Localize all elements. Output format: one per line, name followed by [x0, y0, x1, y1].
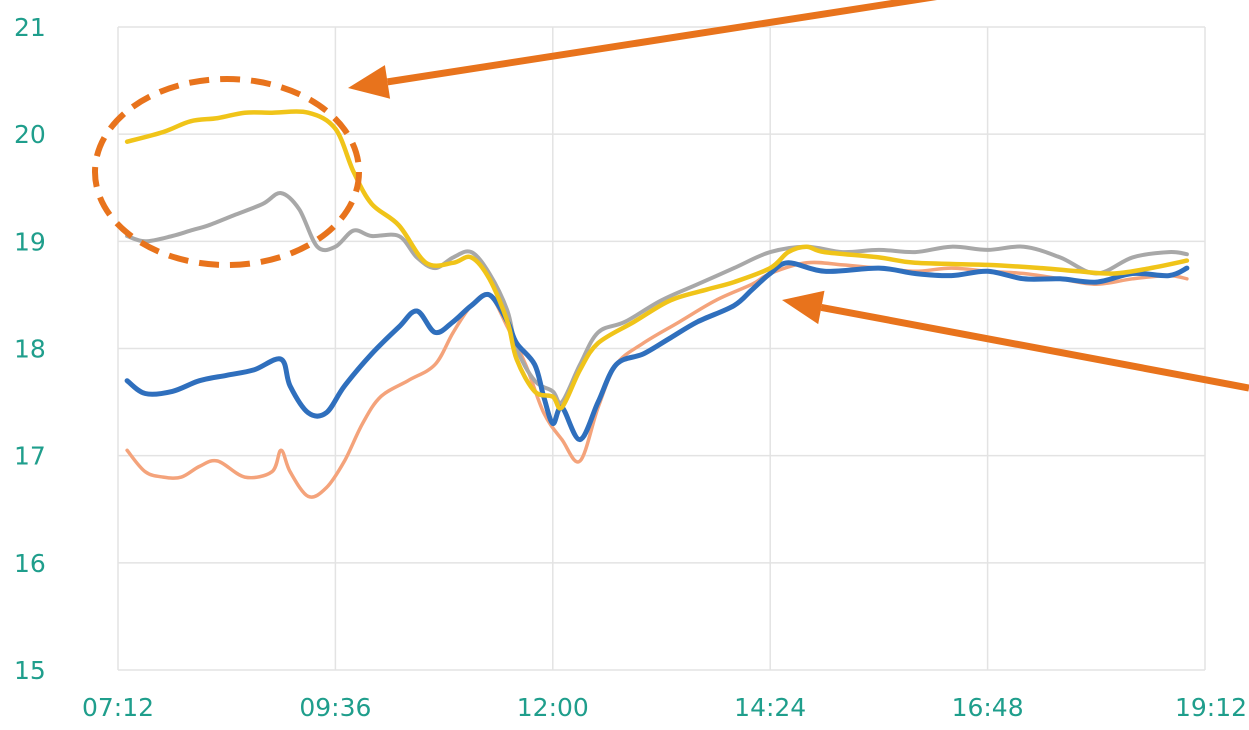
- y-axis-tick-labels: 21 20 19 18 17 16 15: [14, 13, 46, 685]
- arrow-head: [348, 65, 391, 99]
- data-series: [124, 109, 1190, 499]
- arrow-head: [782, 290, 825, 325]
- grid: [117, 26, 1206, 671]
- x-tick-label: 19:12: [1175, 693, 1247, 722]
- annotation-arrow-top: [348, 0, 938, 99]
- x-tick-label: 16:48: [952, 693, 1024, 722]
- x-tick-label: 12:00: [517, 693, 589, 722]
- y-tick-label: 15: [14, 656, 46, 685]
- annotation-arrow-right: [782, 290, 1249, 392]
- series-line: [125, 191, 1189, 406]
- y-tick-label: 21: [14, 13, 46, 42]
- x-tick-label: 14:24: [734, 693, 806, 722]
- y-tick-label: 18: [14, 335, 46, 364]
- x-axis-tick-labels: 07:12 09:36 12:00 14:24 16:48 19:12: [82, 693, 1247, 722]
- series-line: [124, 260, 1190, 443]
- y-tick-label: 19: [14, 227, 46, 256]
- series-line: [124, 109, 1190, 411]
- y-tick-label: 17: [14, 442, 46, 471]
- y-tick-label: 20: [14, 120, 46, 149]
- x-tick-label: 07:12: [82, 693, 154, 722]
- arrow-shaft: [386, 0, 938, 86]
- x-tick-label: 09:36: [299, 693, 371, 722]
- highlight-ellipse: [92, 76, 362, 268]
- annotations: [92, 0, 1249, 392]
- y-tick-label: 16: [14, 549, 46, 578]
- arrow-shaft: [820, 303, 1249, 392]
